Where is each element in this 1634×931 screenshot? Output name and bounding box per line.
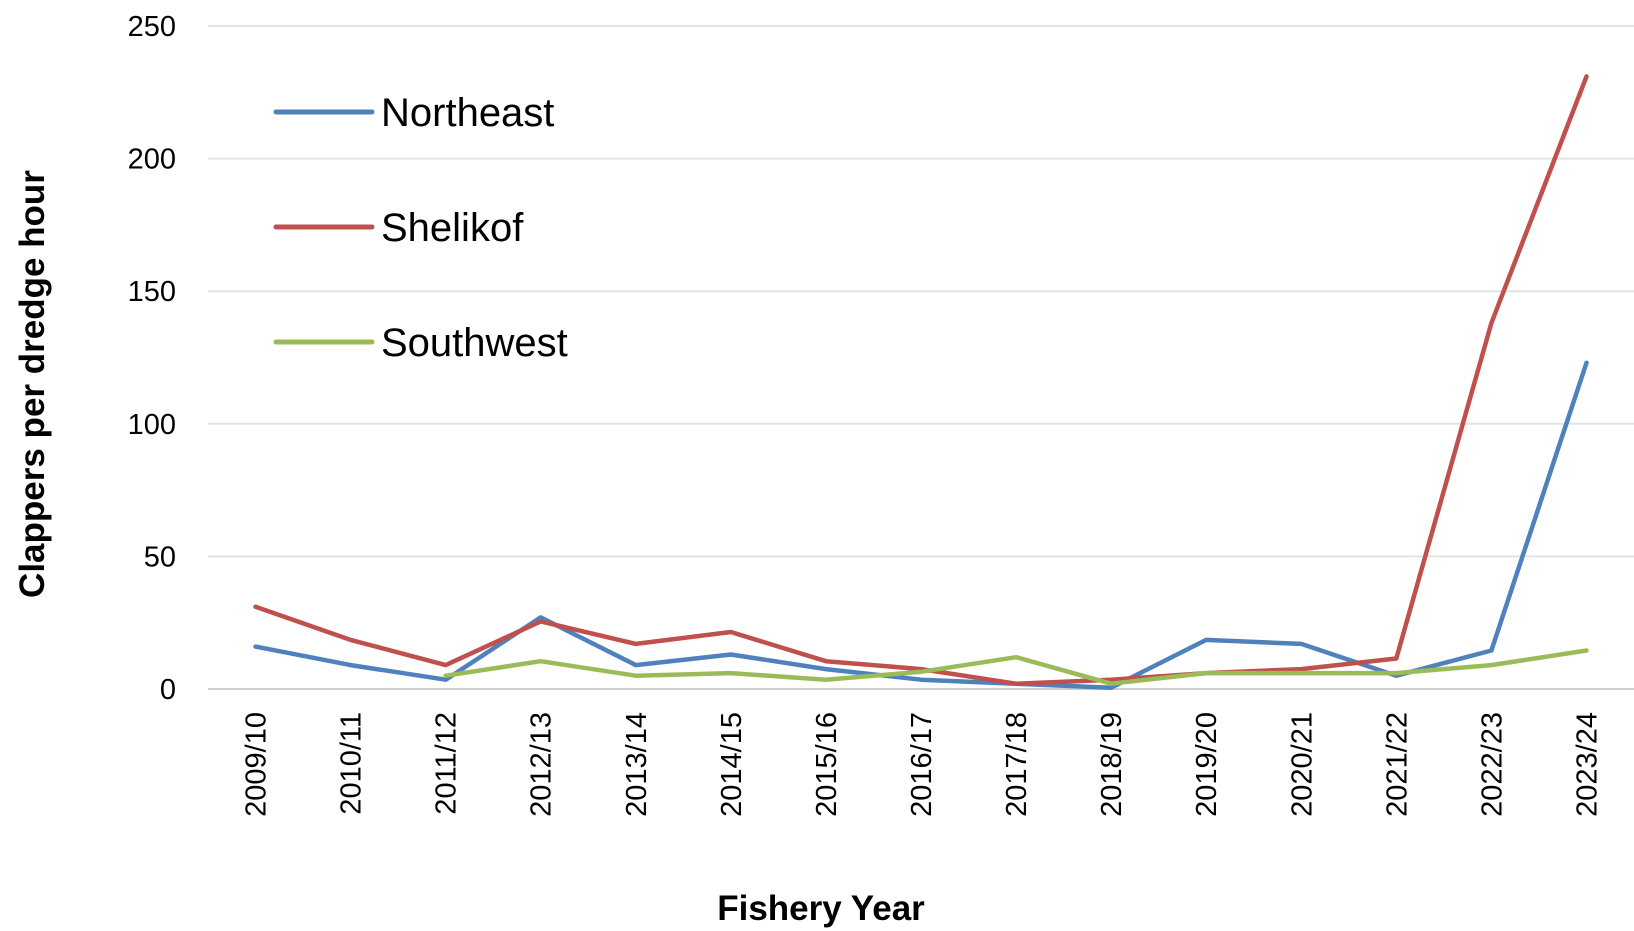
x-tick-label: 2013/14 bbox=[621, 712, 653, 817]
x-tick-label: 2022/23 bbox=[1476, 712, 1508, 817]
x-tick-label: 2014/15 bbox=[716, 712, 748, 817]
x-tick-label: 2021/22 bbox=[1381, 712, 1413, 817]
legend-label-northeast: Northeast bbox=[381, 91, 554, 135]
x-tick-label: 2012/13 bbox=[526, 712, 558, 817]
x-tick-label: 2018/19 bbox=[1096, 712, 1128, 817]
series-lines bbox=[253, 74, 1589, 690]
legend: Northeast Shelikof Southwest bbox=[273, 91, 568, 365]
x-tick-label: 2023/24 bbox=[1571, 712, 1603, 817]
y-axis-title: Clappers per dredge hour bbox=[13, 170, 52, 598]
y-tick-label: 200 bbox=[128, 144, 176, 176]
y-tick-label: 150 bbox=[128, 276, 176, 308]
legend-label-shelikof: Shelikof bbox=[381, 206, 524, 250]
y-tick-label: 50 bbox=[144, 541, 176, 573]
x-tick-label: 2010/11 bbox=[336, 712, 368, 815]
x-axis-title: Fishery Year bbox=[717, 889, 925, 928]
legend-label-southwest: Southwest bbox=[381, 321, 568, 365]
x-tick-label: 2009/10 bbox=[241, 712, 273, 817]
y-tick-label: 0 bbox=[160, 674, 176, 706]
x-tick-label: 2017/18 bbox=[1001, 712, 1033, 817]
series-line-northeast bbox=[253, 360, 1589, 690]
x-tick-label: 2015/16 bbox=[811, 712, 843, 817]
y-tick-label: 100 bbox=[128, 409, 176, 441]
x-axis-ticks: 2009/10 2010/11 2011/12 2012/13 2013/14 2014/… bbox=[241, 712, 1604, 817]
y-axis-ticks: 0 50 100 150 200 250 bbox=[128, 11, 176, 706]
gridlines bbox=[208, 25, 1634, 690]
series-line-southwest bbox=[443, 648, 1589, 686]
y-tick-label: 250 bbox=[128, 11, 176, 43]
x-tick-label: 2016/17 bbox=[906, 712, 938, 817]
x-tick-label: 2011/12 bbox=[431, 712, 463, 815]
x-tick-label: 2019/20 bbox=[1191, 712, 1223, 817]
x-tick-label: 2020/21 bbox=[1286, 712, 1318, 817]
series-line-shelikof bbox=[253, 74, 1589, 686]
